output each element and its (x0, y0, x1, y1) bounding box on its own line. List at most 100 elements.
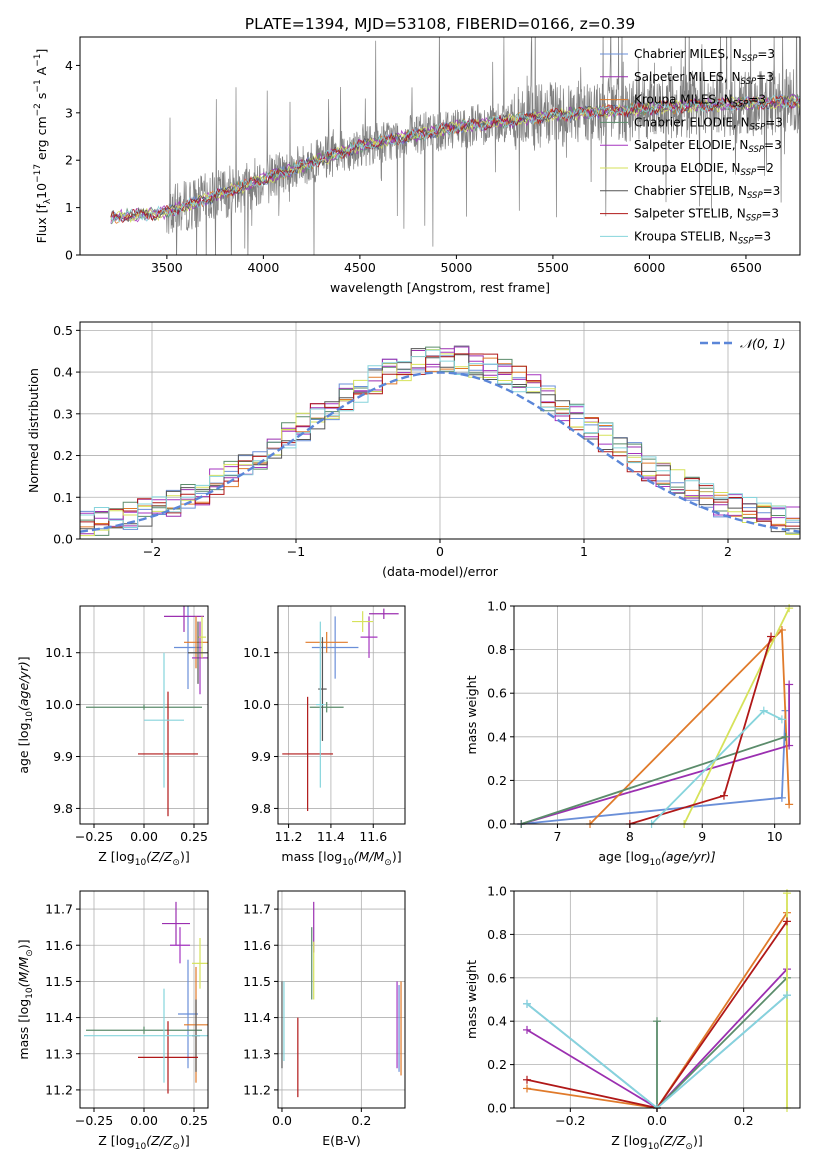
ylabel-part: (age/yr) (16, 661, 31, 711)
legend-part: Chabrier STELIB, N (634, 184, 747, 198)
mass-weight-vs-age-ytick-label: 0.0 (487, 817, 507, 832)
legend-part: Kroupa MILES, N (634, 93, 733, 107)
xlabel-sub: 10 (342, 858, 354, 868)
legend-part: Chabrier ELODIE, N (634, 115, 750, 129)
mass-vs-ebv-xlabel: E(B-V) (322, 1133, 361, 1148)
mass-vs-metallicity-ytick-label: 11.3 (45, 1046, 73, 1061)
legend-part: Kroupa STELIB, N (634, 229, 738, 243)
mass-vs-metallicity-xtick-label: 0.25 (180, 1113, 208, 1128)
mass-vs-ebv-ytick-label: 11.6 (243, 938, 271, 953)
age-vs-metallicity-xtick-label: 0.00 (130, 829, 158, 844)
model-line-chabrier-stelib-n-ssp-3 (110, 95, 800, 223)
spectrum-xtick-label: 6000 (634, 260, 666, 275)
weight-line-salpeter-miles-n-ssp-3 (520, 684, 790, 825)
weight-line-salpeter-stelib-n-ssp-3 (629, 636, 772, 825)
xlabel-sub: 10 (650, 858, 662, 868)
legend-sub: SSP (746, 214, 762, 224)
residuals-xtick-label: 2 (724, 544, 732, 559)
spectrum-xtick-label: 5000 (441, 260, 473, 275)
age-vs-mass-ytick-label: 10.0 (243, 697, 271, 712)
ylabel-part: erg cm (34, 116, 49, 164)
gaussian-reference-line (80, 371, 800, 533)
mass-vs-metallicity-panel: −0.25 0.00 0.25 11.2 11.3 11.4 11.5 11.6 11.7 Z [… (16, 890, 209, 1152)
xlabel-part: (Z/Z (146, 849, 173, 864)
mass-vs-ebv-xtick-label: 0.0 (272, 1113, 292, 1128)
xlabel-part: (Z/Z (146, 1133, 173, 1148)
mass-weight-vs-metallicity-xlabel: Z [log10(Z/Z⊙)] (611, 1133, 702, 1152)
ylabel-part: age [log (16, 722, 31, 773)
age-vs-metallicity-plot-area (86, 606, 208, 817)
mass-weight-vs-age-xlabel: age [log10(age/yr)] (598, 849, 715, 868)
residuals-ytick-label: 0.1 (53, 490, 73, 505)
spectrum-ytick-label: 0 (65, 248, 73, 263)
legend-part: Kroupa ELODIE, N (634, 161, 741, 175)
spectrum-ylabel: Flux [fλ10−17 erg cm−2 s−1 A−1] (33, 49, 53, 244)
legend-part: =3 (763, 184, 781, 198)
xlabel-part: (age/yr)] (661, 849, 716, 864)
spectrum-ytick-label: 2 (65, 153, 73, 168)
ylabel-part: ] (16, 656, 31, 661)
mass-vs-ebv-xtick-label: 0.2 (351, 1113, 371, 1128)
ylabel-sup: −2 (33, 103, 43, 116)
xlabel-part: age [log (598, 849, 649, 864)
mass-weight-vs-age-xtick-label: 9 (698, 829, 706, 844)
mass-vs-metallicity-ytick-label: 11.6 (45, 938, 73, 953)
legend-part: Salpeter STELIB, N (634, 207, 746, 221)
legend-sub: SSP (741, 168, 757, 178)
xlabel-part: )] (392, 849, 402, 864)
mass-vs-metallicity-ylabel: mass [log10(M/M⊙)] (16, 939, 35, 1059)
mass-vs-ebv-panel: 0.0 0.2 11.2 11.3 11.4 11.5 11.6 11.7 E(B-V) (243, 890, 406, 1148)
xlabel-part: )] (693, 1133, 703, 1148)
legend-label-salpeter-stelib-n-ssp-3: Salpeter STELIB, NSSP=3 (634, 207, 779, 224)
residuals-ytick-label: 0.2 (53, 448, 73, 463)
legend-part: Salpeter ELODIE, N (634, 138, 748, 152)
xlabel-part: mass [log (281, 849, 342, 864)
spectrum-xtick-label: 5500 (537, 260, 569, 275)
mass-weight-vs-age-xtick-label: 7 (553, 829, 561, 844)
age-vs-metallicity-ytick-label: 10.0 (45, 697, 73, 712)
age-vs-metallicity-xtick-label: −0.25 (75, 829, 113, 844)
spectrum-ytick-label: 1 (65, 200, 73, 215)
residuals-xtick-label: 0 (436, 544, 444, 559)
age-vs-metallicity-xtick-label: 0.25 (180, 829, 208, 844)
mass-weight-vs-age-ytick-label: 0.8 (487, 642, 507, 657)
xlabel-sun: ⊙ (384, 858, 392, 868)
mass-weight-vs-age-frame (513, 605, 801, 825)
spectrum-xtick-label: 6500 (730, 260, 762, 275)
mass-weight-vs-metallicity-xtick-label: 0.2 (734, 1113, 754, 1128)
mass-weight-vs-age-xtick-label: 8 (626, 829, 634, 844)
legend-part: =3 (748, 93, 766, 107)
legend-sub: SSP (742, 54, 758, 64)
legend-label-kroupa-stelib-n-ssp-3: Kroupa STELIB, NSSP=3 (634, 229, 771, 246)
mass-vs-ebv-ytick-label: 11.3 (243, 1046, 271, 1061)
spectrum-xtick-label: 3500 (151, 260, 183, 275)
age-vs-mass-panel: 11.2 11.4 11.6 9.8 9.9 10.0 10.1 mass [log10(M/… (243, 605, 406, 868)
legend-label-chabrier-stelib-n-ssp-3: Chabrier STELIB, NSSP=3 (634, 184, 780, 201)
legend-part: =3 (756, 70, 774, 84)
legend-label-chabrier-elodie-n-ssp-3: Chabrier ELODIE, NSSP=3 (634, 115, 783, 132)
age-vs-mass-ytick-label: 10.1 (243, 645, 271, 660)
mass-vs-ebv-ytick-label: 11.2 (243, 1082, 271, 1097)
xlabel-sub: 10 (135, 858, 147, 868)
legend-part: =3 (765, 115, 783, 129)
xlabel-part: (M/M (354, 849, 385, 864)
mass-vs-metallicity-ytick-label: 11.7 (45, 902, 73, 917)
legend-label-salpeter-miles-n-ssp-3: Salpeter MILES, NSSP=3 (634, 70, 774, 87)
ylabel-part: 10 (34, 183, 49, 199)
spectrum-panel: 3500 4000 4500 5000 5500 6000 6500 0 1 2 3 4 wavelen… (33, 36, 801, 295)
mass-weight-vs-age-plot-area (517, 604, 794, 828)
age-vs-metallicity-panel: −0.25 0.00 0.259.89.910.010.1Z [log10(Z/Z⊙… (16, 605, 209, 868)
residuals-xtick-label: −1 (287, 544, 305, 559)
mass-vs-ebv-ytick-label: 11.5 (243, 974, 271, 989)
weight-line-kroupa-elodie-n-ssp-2 (683, 607, 790, 825)
legend-part: =3 (761, 207, 779, 221)
mass-weight-vs-metallicity-ytick-label: 0.2 (487, 1057, 507, 1072)
mass-vs-ebv-frame (277, 890, 406, 1109)
ylabel-part: s (34, 93, 49, 104)
spectrum-xtick-label: 4000 (247, 260, 279, 275)
mass-vs-ebv-ytick-label: 11.7 (243, 902, 271, 917)
ylabel-sub: 10 (25, 711, 35, 723)
mass-vs-metallicity-ytick-label: 11.5 (45, 974, 73, 989)
mass-vs-ebv-plot-area (281, 901, 402, 1098)
